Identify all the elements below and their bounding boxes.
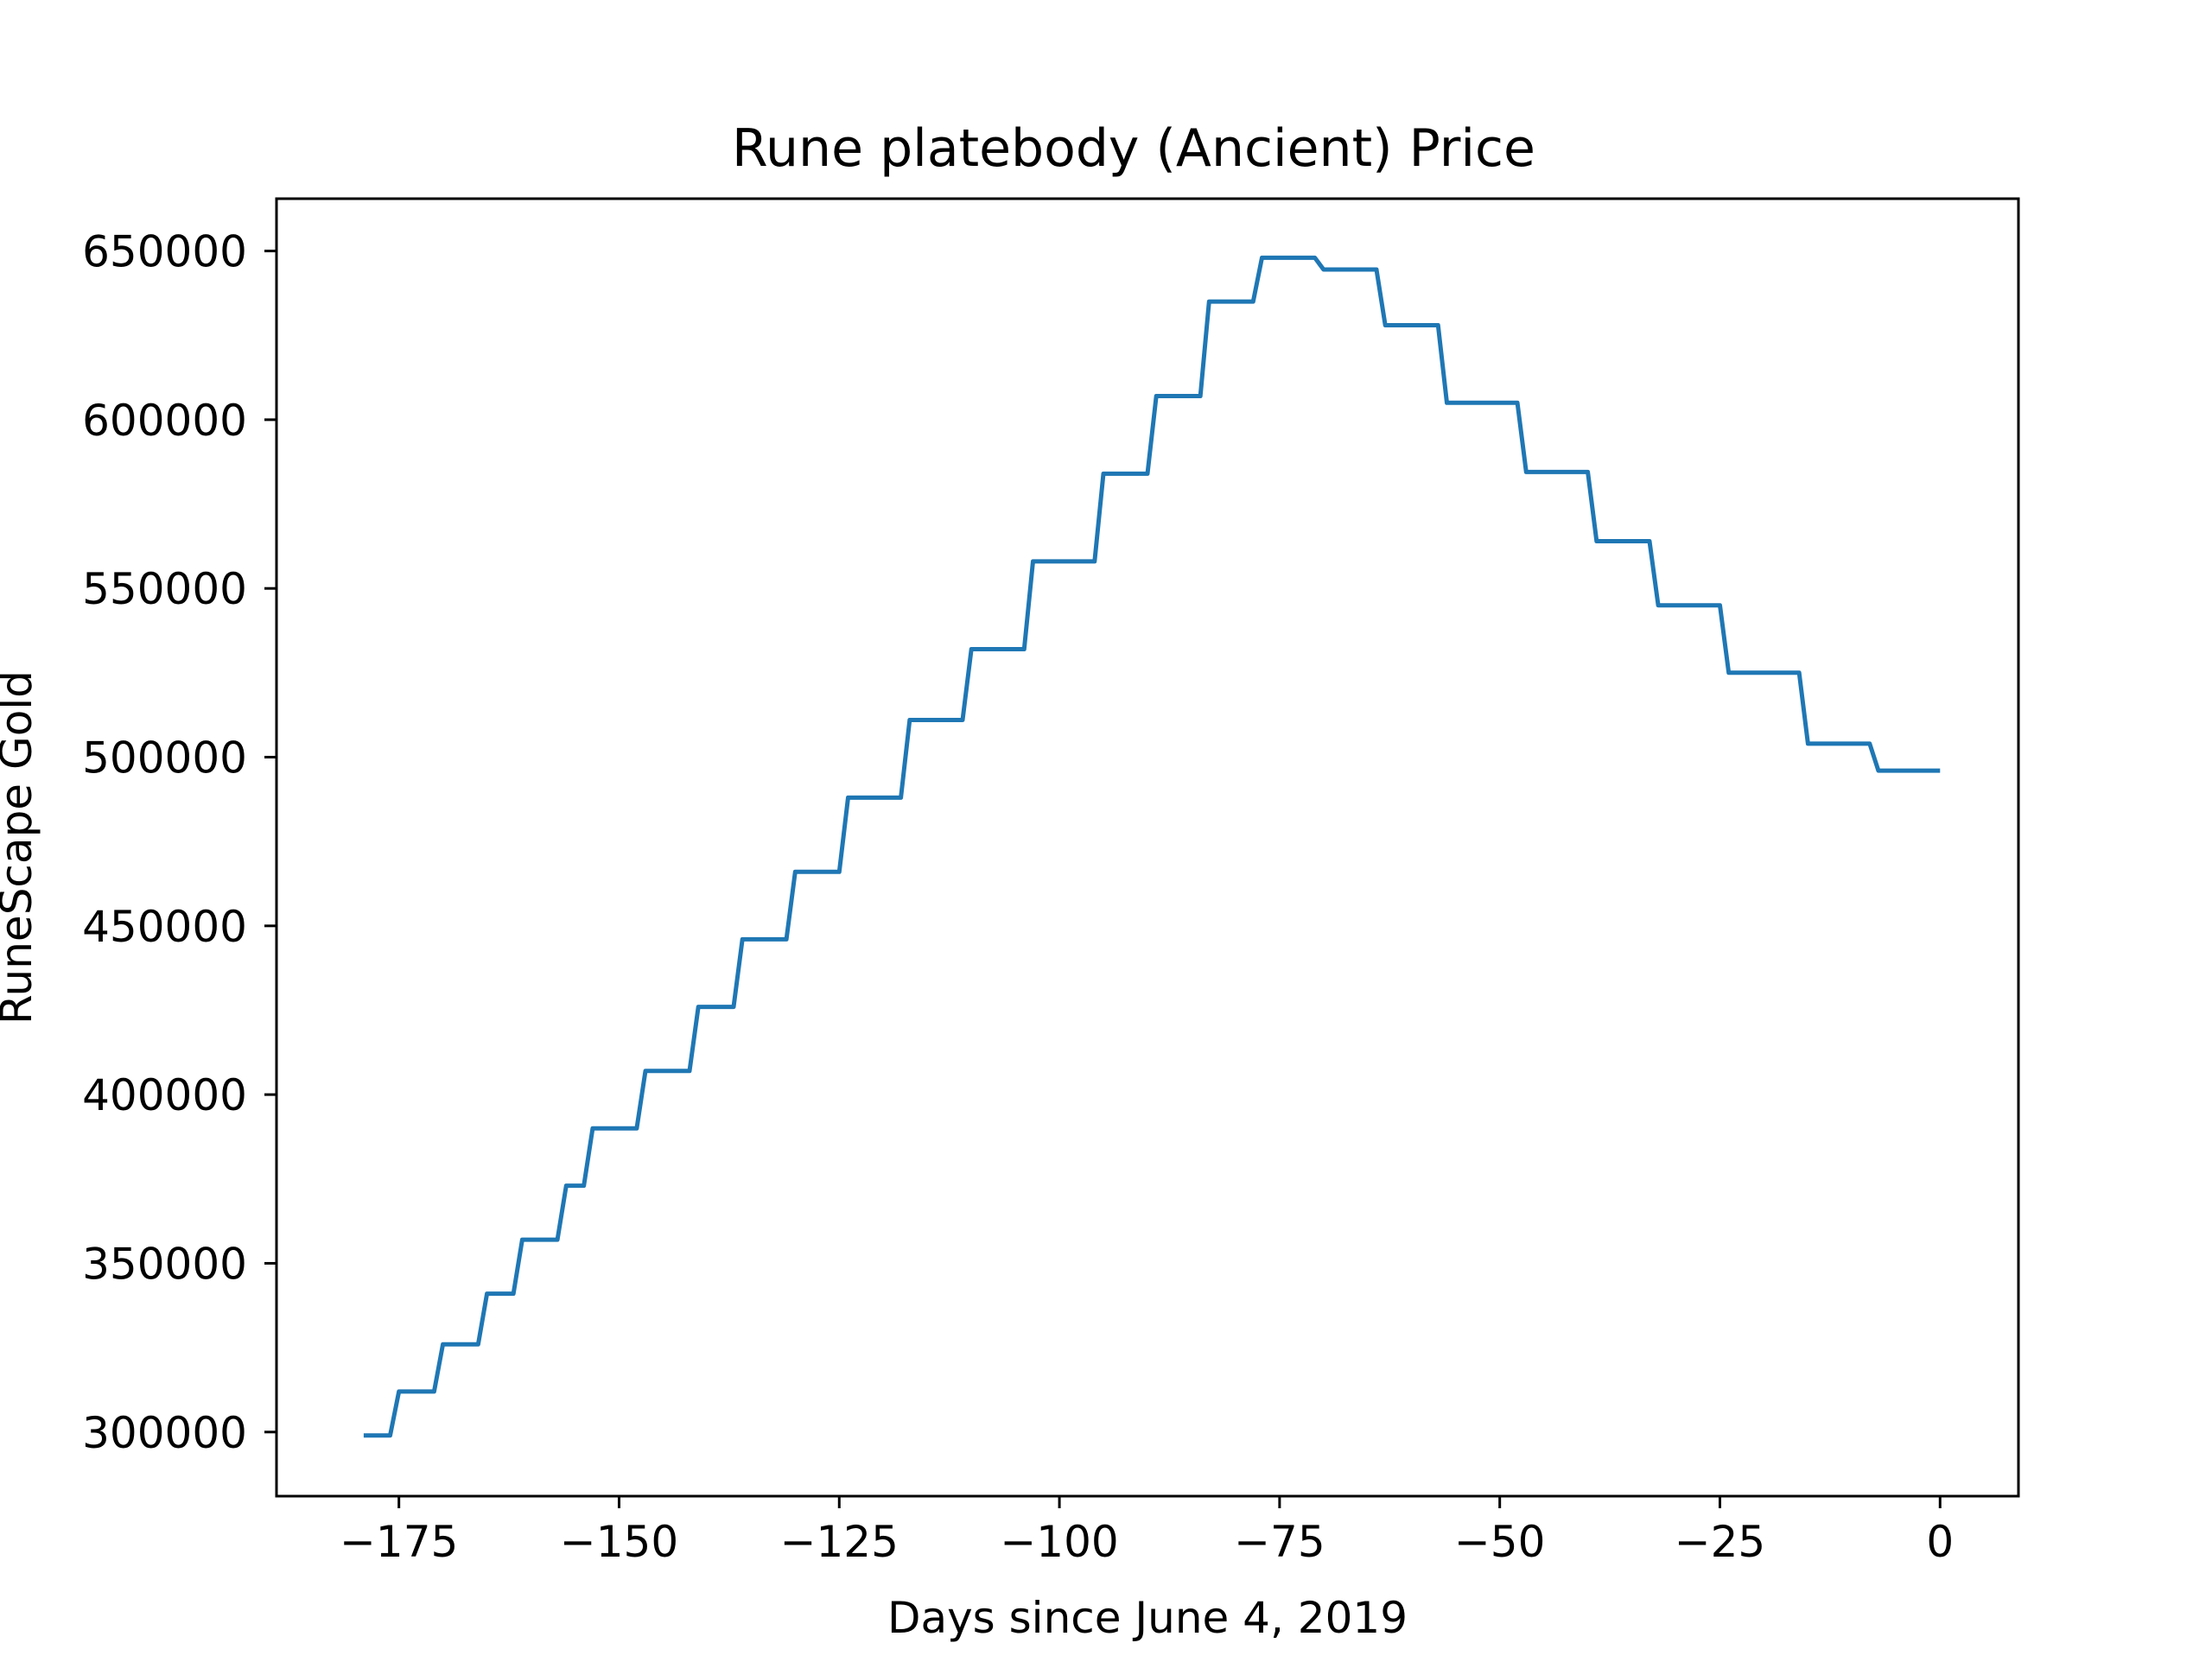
chart-title: Rune platebody (Ancient) Price — [732, 118, 1535, 179]
x-tick-label: −125 — [780, 1517, 899, 1567]
y-axis-ticks: 300000 350000 400000 450000 500000 550000 6000… — [82, 227, 276, 1458]
y-tick-label: 600000 — [82, 396, 247, 446]
series-group — [363, 255, 1941, 1438]
y-tick-label: 650000 — [82, 227, 247, 277]
y-tick-label: 300000 — [82, 1408, 247, 1458]
y-tick-label: 350000 — [82, 1239, 247, 1289]
y-tick-label: 400000 — [82, 1070, 247, 1120]
x-tick-label: −50 — [1454, 1517, 1546, 1567]
x-axis-ticks: −175 −150 −125 −100 −75 −50 −25 0 — [340, 1496, 1954, 1567]
x-tick-label: 0 — [1926, 1517, 1954, 1567]
x-tick-label: −25 — [1675, 1517, 1766, 1567]
y-tick-label: 500000 — [82, 733, 247, 783]
price-series-line — [363, 255, 1941, 1438]
y-tick-label: 450000 — [82, 902, 247, 952]
x-tick-label: −75 — [1234, 1517, 1325, 1567]
y-tick-label: 550000 — [82, 564, 247, 614]
y-axis-label: RuneScape Gold — [0, 670, 41, 1024]
x-tick-label: −150 — [560, 1517, 678, 1567]
x-tick-label: −100 — [1000, 1517, 1118, 1567]
x-axis-label: Days since June 4, 2019 — [887, 1593, 1408, 1643]
x-tick-label: −175 — [340, 1517, 458, 1567]
plot-area-frame — [275, 197, 2020, 1498]
